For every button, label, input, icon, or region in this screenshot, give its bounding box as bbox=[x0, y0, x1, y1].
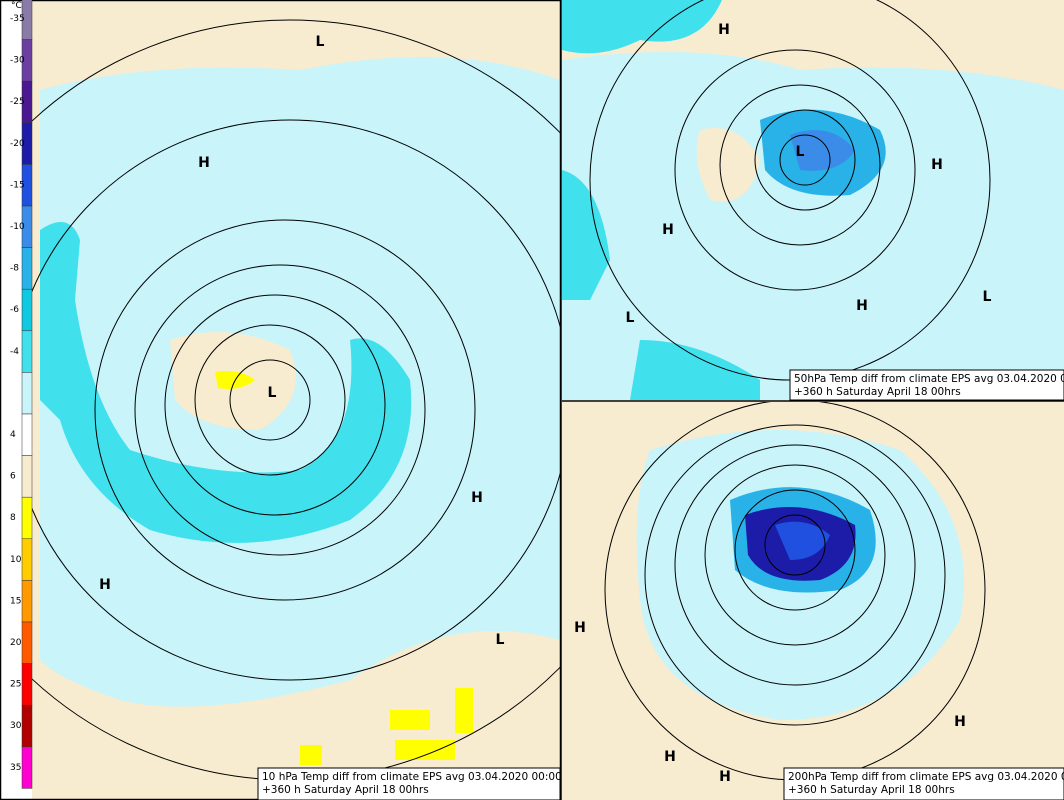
caption-line: 10 hPa Temp diff from climate EPS avg 03… bbox=[262, 771, 562, 783]
colorbar-label: -35 bbox=[10, 14, 25, 24]
pressure-center: H bbox=[718, 22, 730, 38]
colorbar-label: 20 bbox=[10, 638, 22, 648]
colorbar-label: 30 bbox=[10, 721, 22, 731]
colorbar-swatch bbox=[21, 413, 33, 456]
colorbar-swatch bbox=[21, 372, 33, 415]
caption-box bbox=[257, 767, 561, 800]
caption-line: 50hPa Temp diff from climate EPS avg 03.… bbox=[794, 373, 1064, 385]
map-panel bbox=[562, 0, 1064, 400]
pressure-center: H bbox=[931, 157, 943, 173]
pressure-center: H bbox=[719, 769, 731, 785]
pressure-center: L bbox=[796, 144, 805, 160]
colorbar-swatch bbox=[21, 538, 33, 581]
colorbar-swatch bbox=[21, 704, 33, 748]
colorbar-label: -8 bbox=[10, 264, 19, 274]
pressure-center: H bbox=[856, 298, 868, 314]
colorbar-label: 8 bbox=[10, 513, 16, 523]
colorbar-label: 15 bbox=[10, 596, 21, 606]
colorbar-label: -6 bbox=[10, 305, 19, 315]
pressure-center: L bbox=[626, 310, 635, 326]
colorbar-label: -15 bbox=[10, 180, 25, 190]
colorbar-swatch bbox=[21, 330, 33, 373]
pressure-center: H bbox=[954, 714, 966, 730]
colorbar-label: 4 bbox=[10, 430, 16, 440]
pressure-center: L bbox=[983, 289, 992, 305]
caption-box bbox=[789, 369, 1064, 401]
pressure-center: H bbox=[662, 222, 674, 238]
caption-line: +360 h Saturday April 18 00hrs bbox=[794, 386, 961, 398]
pressure-center: H bbox=[198, 155, 210, 171]
caption-box bbox=[783, 767, 1064, 800]
colorbar-label: -10 bbox=[10, 222, 25, 232]
caption-line: +360 h Saturday April 18 00hrs bbox=[788, 784, 955, 796]
map-panel bbox=[32, 0, 560, 800]
caption-line: +360 h Saturday April 18 00hrs bbox=[262, 784, 429, 796]
caption-line: 200hPa Temp diff from climate EPS avg 03… bbox=[788, 771, 1064, 783]
colorbar-swatch bbox=[21, 496, 33, 540]
pressure-center: H bbox=[99, 577, 111, 593]
colorbar-label: -20 bbox=[10, 139, 25, 149]
pressure-center: H bbox=[471, 490, 483, 506]
colorbar-label: 25 bbox=[10, 680, 21, 690]
colorbar-swatch bbox=[21, 621, 33, 664]
colorbar-swatch bbox=[21, 288, 33, 332]
legend-unit: °C bbox=[11, 1, 22, 11]
colorbar-label: 6 bbox=[10, 472, 16, 482]
colorbar-label: -25 bbox=[10, 97, 25, 107]
pressure-center: L bbox=[268, 385, 277, 401]
colorbar-swatch bbox=[21, 247, 33, 290]
colorbar-swatch bbox=[21, 663, 33, 706]
colorbar-swatch bbox=[21, 746, 33, 789]
pressure-center: L bbox=[316, 34, 325, 50]
colorbar-label: -4 bbox=[10, 347, 19, 357]
pressure-center: H bbox=[574, 620, 586, 636]
colorbar-swatch bbox=[21, 455, 33, 498]
colorbar-label: 35 bbox=[10, 763, 21, 773]
pressure-center: L bbox=[496, 632, 505, 648]
pressure-center: H bbox=[664, 749, 676, 765]
colorbar-label: 10 bbox=[10, 555, 22, 565]
colorbar-swatch bbox=[21, 580, 33, 623]
map-panel bbox=[562, 402, 1064, 800]
colorbar-label: -30 bbox=[10, 56, 25, 66]
